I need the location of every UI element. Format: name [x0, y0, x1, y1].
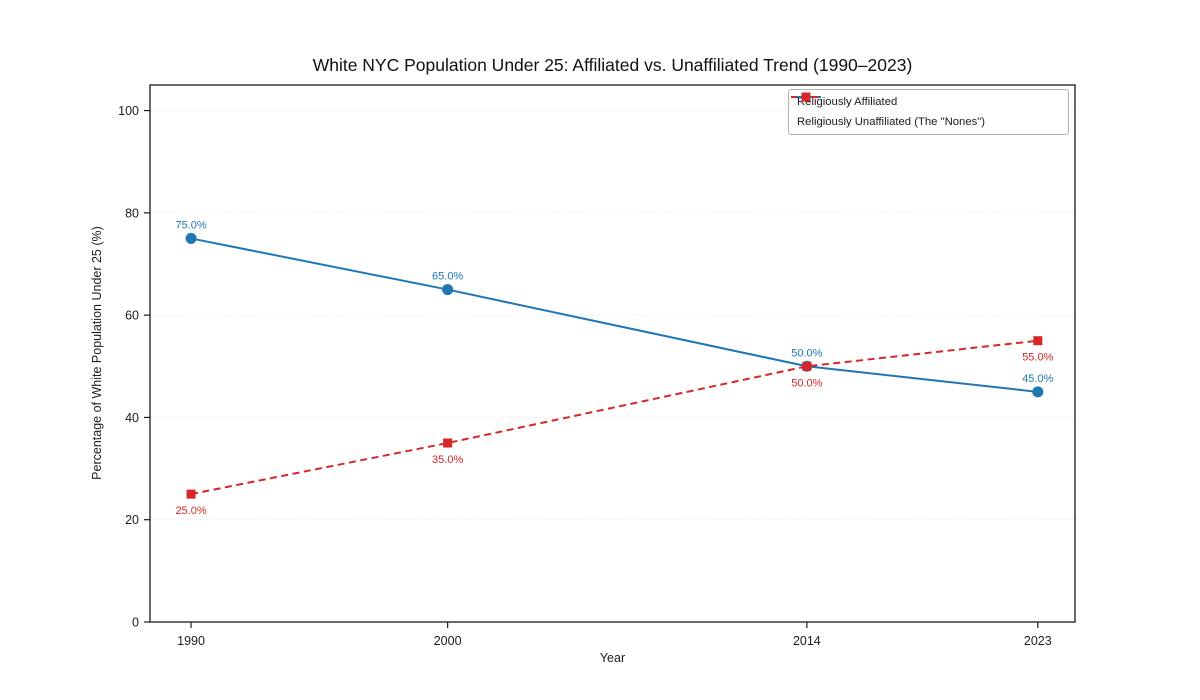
y-tick-label: 80	[125, 206, 139, 220]
point-label: 50.0%	[791, 347, 822, 359]
chart-title: White NYC Population Under 25: Affiliate…	[312, 55, 913, 75]
point-label: 50.0%	[791, 377, 822, 389]
legend-label: Religiously Affiliated	[797, 96, 898, 108]
point-label: 65.0%	[432, 271, 463, 283]
y-tick-label: 40	[125, 411, 139, 425]
data-point	[443, 438, 453, 448]
plot-border	[149, 84, 1076, 623]
legend-item-unaffiliated: Religiously Unaffiliated (The "Nones")	[791, 92, 1060, 131]
point-label: 75.0%	[175, 219, 206, 231]
point-label: 55.0%	[1022, 352, 1053, 364]
legend-item-affiliated: Religiously Affiliated	[791, 92, 1060, 111]
series-line	[190, 339, 1038, 496]
y-tick-label: 20	[125, 513, 139, 527]
data-point	[186, 489, 196, 499]
x-tick-label: 2023	[1024, 634, 1052, 648]
data-point	[442, 284, 454, 296]
legend-label: Religiously Unaffiliated (The "Nones")	[797, 116, 986, 128]
data-point	[1033, 336, 1043, 346]
x-tick-label: 2014	[793, 634, 821, 648]
point-label: 45.0%	[1022, 373, 1053, 385]
y-axis-label: Percentage of White Population Under 25 …	[90, 226, 104, 480]
x-tick-label: 2000	[434, 634, 462, 648]
x-tick-label: 1990	[177, 634, 205, 648]
y-tick-label: 0	[132, 616, 139, 630]
data-point	[185, 232, 197, 244]
x-axis-label: Year	[599, 651, 626, 665]
point-label: 35.0%	[432, 454, 463, 466]
y-tick-label: 100	[118, 104, 139, 118]
series-line	[190, 237, 1038, 393]
point-label: 25.0%	[175, 505, 206, 517]
data-point	[802, 361, 812, 371]
y-tick-label: 60	[125, 309, 139, 323]
data-point	[1032, 386, 1044, 398]
legend: Religiously Affiliated Religiously Unaff…	[788, 89, 1069, 135]
legend-dashed-square-icon	[791, 92, 821, 102]
